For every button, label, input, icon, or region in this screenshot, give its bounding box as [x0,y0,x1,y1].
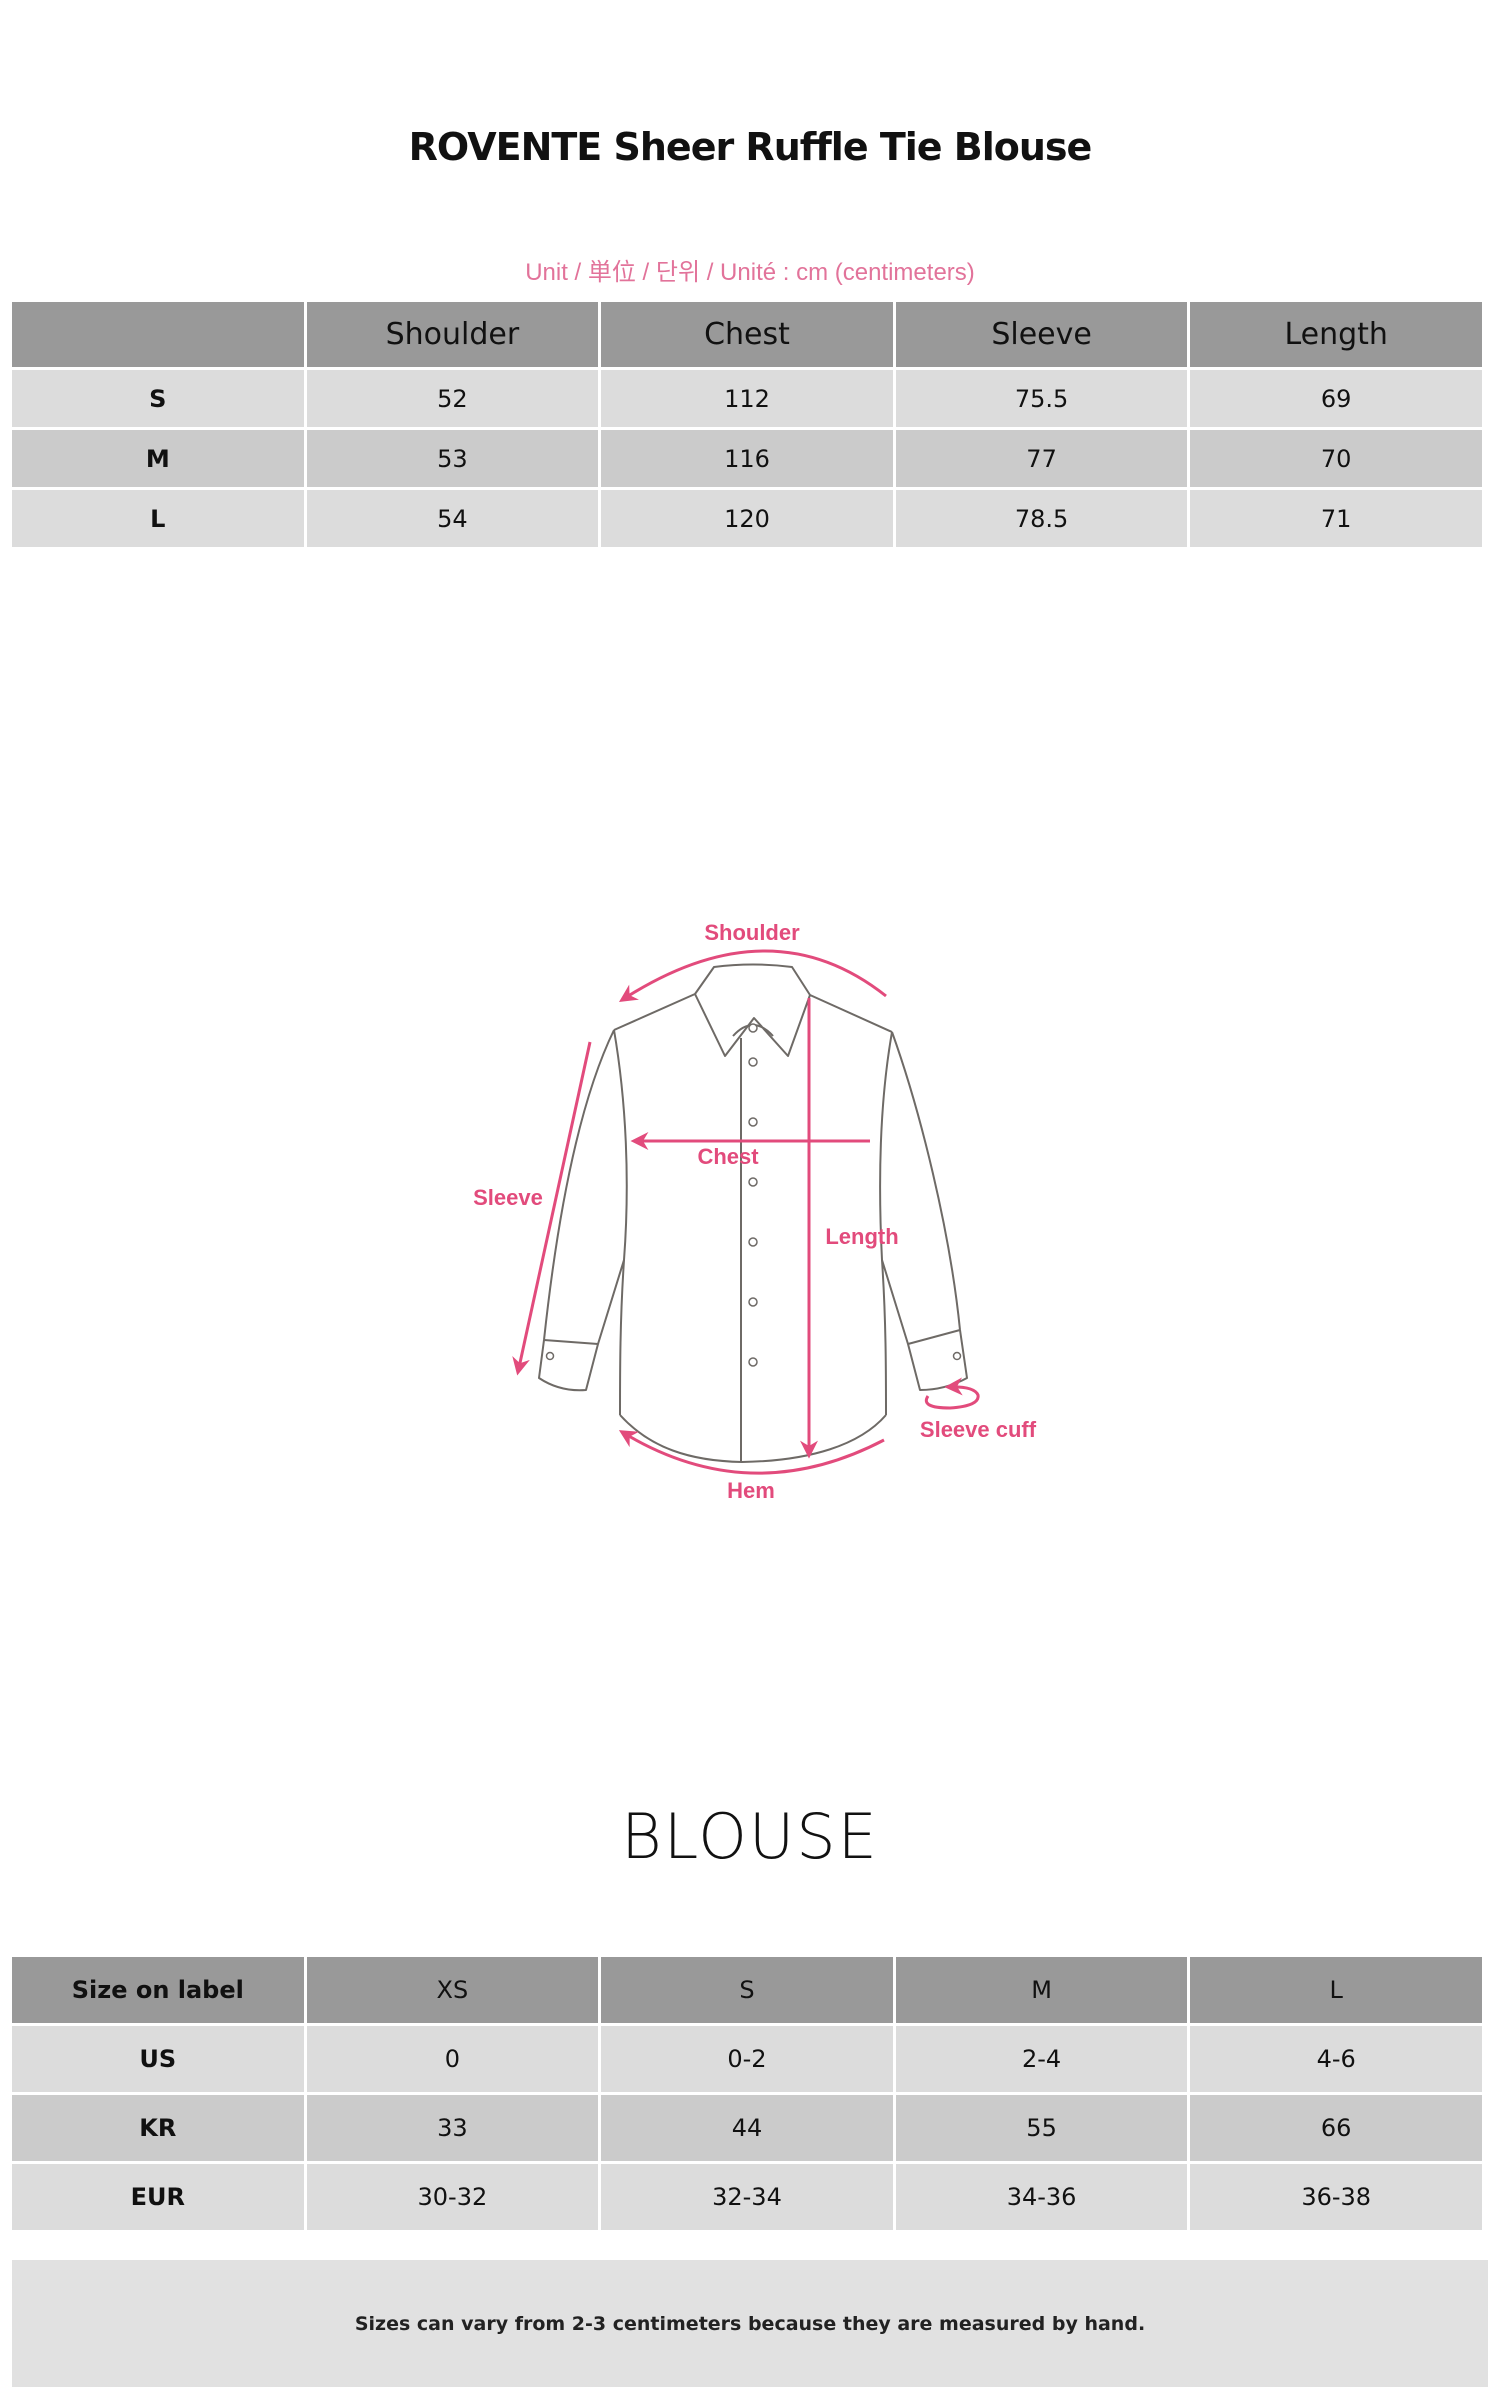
table-row: L 54 120 78.5 71 [12,490,1482,547]
unit-note: Unit / 単位 / 단위 / Unité : cm (centimeters… [525,259,975,286]
shoulder-arrow [618,949,887,1002]
table-cell: 116 [601,430,893,487]
table-header-row: Shoulder Chest Sleeve Length [12,302,1482,367]
table-row: S 52 112 75.5 69 [12,370,1482,427]
header-cell: Length [1190,302,1482,367]
table-cell: 0 [306,2026,599,2092]
table-cell: 53 [306,430,599,487]
table-cell: 52 [306,370,599,427]
table-row: KR 33 44 55 66 [12,2095,1482,2161]
table-cell: 70 [1190,430,1482,487]
sleeve-arrow [512,1041,592,1376]
header-cell [12,302,304,367]
header-cell: L [1190,1957,1482,2023]
table-cell: 77 [895,430,1188,487]
shirt-measurement-diagram: Shoulder Chest Sleeve Length Sleeve cuff… [473,920,1037,1503]
measurement-footnote: Sizes can vary from 2-3 centimeters beca… [12,2260,1488,2387]
table-row: US 0 0-2 2-4 4-6 [12,2026,1482,2092]
size-label: M [12,430,304,487]
region-label: EUR [12,2164,304,2230]
chest-label: Chest [697,1144,759,1169]
shirt-outline [538,963,968,1463]
shirt-buttons [545,1023,962,1367]
table-cell: 33 [306,2095,599,2161]
table-row: M 53 116 77 70 [12,430,1482,487]
header-cell: Shoulder [306,302,599,367]
table-cell: 0-2 [601,2026,893,2092]
category-title: BLOUSE [621,1800,879,1873]
length-label: Length [825,1224,898,1249]
measurement-arrows [512,949,980,1475]
page-title: ROVENTE Sheer Ruffle Tie Blouse [408,125,1093,169]
table-header-row: Size on label XS S M L [12,1957,1482,2023]
table-cell: 2-4 [895,2026,1188,2092]
measurement-table: Shoulder Chest Sleeve Length S 52 112 75… [9,299,1485,550]
hem-label: Hem [727,1478,775,1503]
shoulder-label: Shoulder [704,920,800,945]
sleeve-label: Sleeve [473,1185,543,1210]
table-cell: 69 [1190,370,1482,427]
header-cell: Size on label [12,1957,304,2023]
size-conversion-table: Size on label XS S M L US 0 0-2 2-4 4-6 … [9,1954,1485,2233]
table-cell: 36-38 [1190,2164,1482,2230]
sleeve-cuff-arrow [924,1377,980,1410]
table-row: EUR 30-32 32-34 34-36 36-38 [12,2164,1482,2230]
header-cell: Sleeve [895,302,1188,367]
table-cell: 71 [1190,490,1482,547]
table-cell: 32-34 [601,2164,893,2230]
header-cell: M [895,1957,1188,2023]
table-cell: 112 [601,370,893,427]
table-cell: 75.5 [895,370,1188,427]
table-cell: 44 [601,2095,893,2161]
size-label: L [12,490,304,547]
region-label: US [12,2026,304,2092]
table-cell: 55 [895,2095,1188,2161]
size-label: S [12,370,304,427]
header-cell: Chest [601,302,893,367]
table-cell: 4-6 [1190,2026,1482,2092]
table-cell: 34-36 [895,2164,1188,2230]
footnote-text: Sizes can vary from 2-3 centimeters beca… [354,2312,1146,2335]
hem-arrow [618,1430,885,1475]
table-cell: 78.5 [895,490,1188,547]
table-cell: 120 [601,490,893,547]
table-cell: 54 [306,490,599,547]
sleeve-cuff-label: Sleeve cuff [920,1417,1037,1442]
table-cell: 30-32 [306,2164,599,2230]
header-cell: XS [306,1957,599,2023]
table-cell: 66 [1190,2095,1482,2161]
region-label: KR [12,2095,304,2161]
header-cell: S [601,1957,893,2023]
